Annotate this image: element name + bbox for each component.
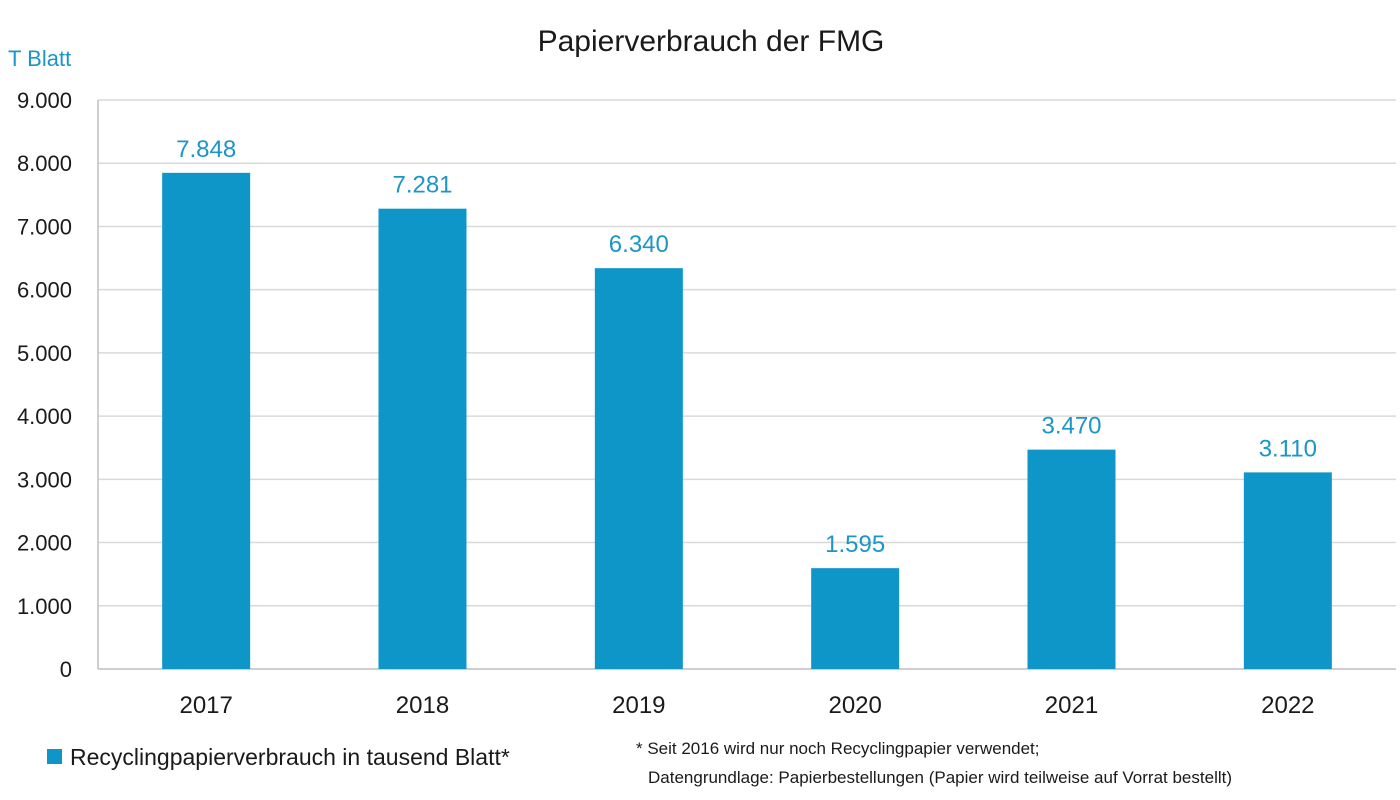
data-label-2022: 3.110 — [1259, 435, 1317, 462]
data-label-2021: 3.470 — [1041, 413, 1101, 440]
y-tick-label: 7.000 — [17, 214, 72, 239]
y-tick-label: 1.000 — [17, 594, 72, 619]
x-axis-ticks: 2017 2018 2019 2020 2021 2022 — [179, 692, 1314, 719]
y-axis-unit-label: T Blatt — [8, 46, 71, 71]
bar-2019 — [594, 268, 683, 669]
bar-2022 — [1243, 472, 1332, 669]
x-tick-label-2021: 2021 — [1045, 692, 1098, 719]
y-tick-label: 8.000 — [17, 151, 72, 176]
gridlines — [97, 99, 1396, 670]
x-tick-label-2017: 2017 — [179, 692, 232, 719]
bar-2018 — [378, 208, 467, 669]
data-label-2020: 1.595 — [825, 531, 885, 558]
y-tick-label: 3.000 — [17, 467, 72, 492]
data-label-2018: 7.281 — [392, 172, 452, 199]
footnote-line-2: Datengrundlage: Papierbestellungen (Papi… — [648, 768, 1232, 787]
legend: Recyclingpapierverbrauch in tausend Blat… — [47, 744, 510, 770]
data-labels: 7.848 7.281 6.340 1.595 3.470 3.110 — [176, 136, 1317, 558]
bar-2017 — [162, 172, 251, 669]
footnote-line-1: * Seit 2016 wird nur noch Recyclingpapie… — [636, 739, 1040, 758]
x-tick-label-2022: 2022 — [1261, 692, 1314, 719]
bars — [162, 172, 1332, 669]
data-label-2017: 7.848 — [176, 136, 236, 163]
legend-swatch — [47, 749, 62, 764]
y-tick-label: 9.000 — [17, 88, 72, 113]
x-tick-label-2019: 2019 — [612, 692, 665, 719]
chart-title: Papierverbrauch der FMG — [538, 25, 885, 58]
legend-label: Recyclingpapierverbrauch in tausend Blat… — [70, 744, 510, 770]
bar-2021 — [1027, 449, 1116, 669]
data-label-2019: 6.340 — [609, 231, 669, 258]
y-tick-label: 4.000 — [17, 404, 72, 429]
y-tick-label: 5.000 — [17, 341, 72, 366]
x-tick-label-2018: 2018 — [396, 692, 449, 719]
y-tick-label: 2.000 — [17, 531, 72, 556]
y-axis-ticks: 0 1.000 2.000 3.000 4.000 5.000 6.000 7.000 8.00… — [17, 88, 72, 682]
y-tick-label: 0 — [60, 657, 72, 682]
y-tick-label: 6.000 — [17, 278, 72, 303]
x-tick-label-2020: 2020 — [828, 692, 881, 719]
bar-2020 — [811, 568, 900, 669]
